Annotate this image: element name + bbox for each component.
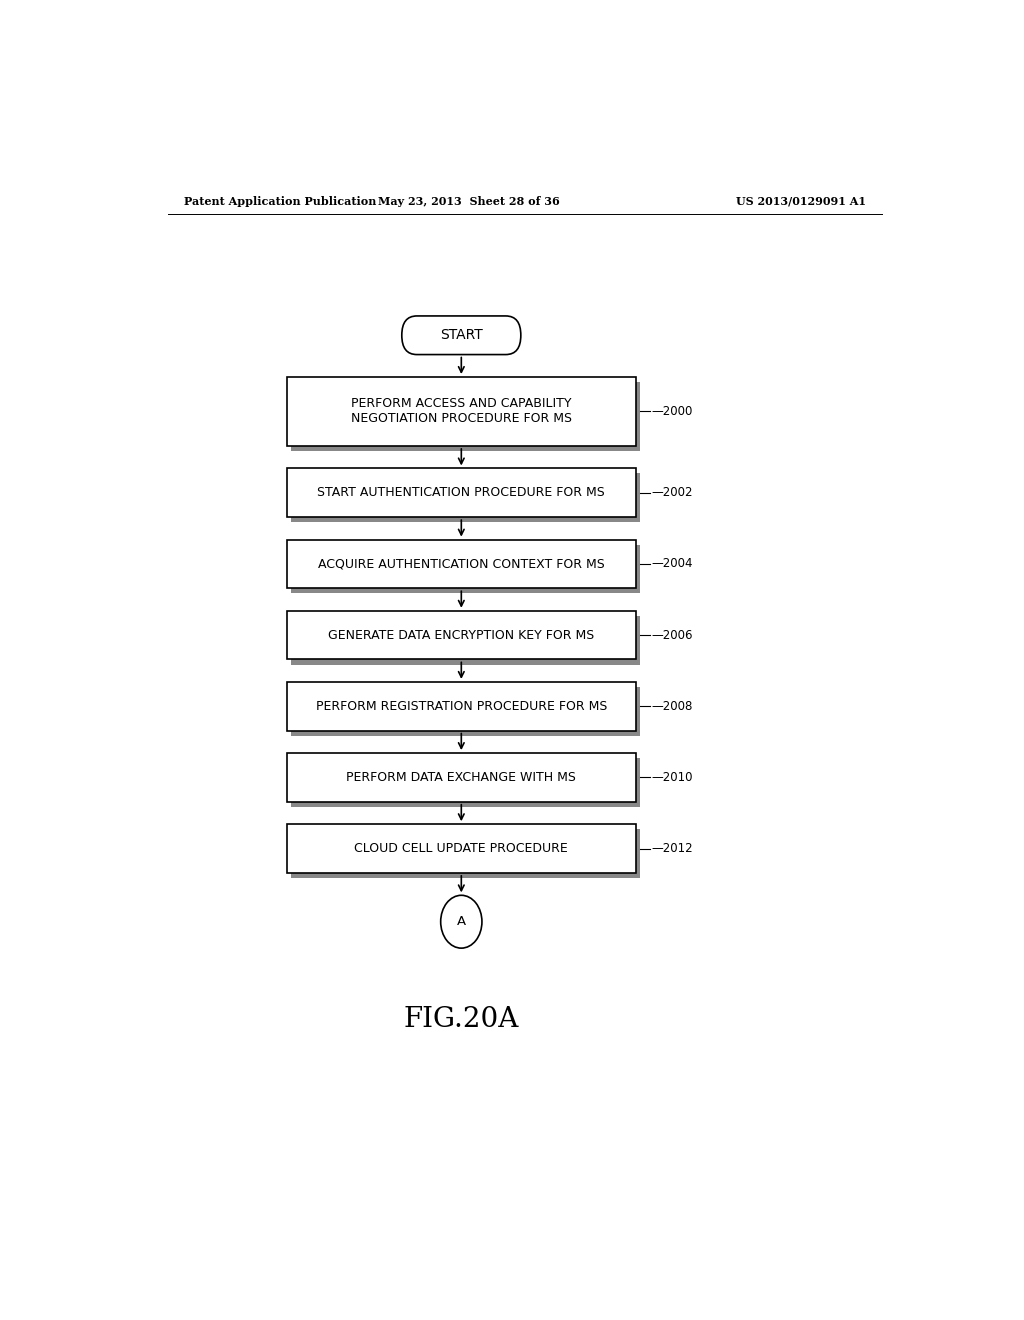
Text: ACQUIRE AUTHENTICATION CONTEXT FOR MS: ACQUIRE AUTHENTICATION CONTEXT FOR MS: [317, 557, 605, 570]
FancyBboxPatch shape: [291, 758, 640, 807]
Text: Patent Application Publication: Patent Application Publication: [183, 195, 376, 207]
Text: GENERATE DATA ENCRYPTION KEY FOR MS: GENERATE DATA ENCRYPTION KEY FOR MS: [328, 628, 595, 642]
Text: START AUTHENTICATION PROCEDURE FOR MS: START AUTHENTICATION PROCEDURE FOR MS: [317, 486, 605, 499]
FancyBboxPatch shape: [401, 315, 521, 355]
Text: US 2013/0129091 A1: US 2013/0129091 A1: [736, 195, 866, 207]
FancyBboxPatch shape: [287, 469, 636, 517]
Text: —2000: —2000: [652, 405, 693, 418]
Text: START: START: [440, 329, 482, 342]
FancyBboxPatch shape: [291, 381, 640, 451]
Text: FIG.20A: FIG.20A: [403, 1006, 519, 1032]
FancyBboxPatch shape: [287, 824, 636, 873]
Text: A: A: [457, 915, 466, 928]
Text: PERFORM REGISTRATION PROCEDURE FOR MS: PERFORM REGISTRATION PROCEDURE FOR MS: [315, 700, 607, 713]
Text: CLOUD CELL UPDATE PROCEDURE: CLOUD CELL UPDATE PROCEDURE: [354, 842, 568, 855]
FancyBboxPatch shape: [287, 611, 636, 660]
FancyBboxPatch shape: [287, 682, 636, 731]
FancyBboxPatch shape: [287, 752, 636, 801]
Text: PERFORM ACCESS AND CAPABILITY
NEGOTIATION PROCEDURE FOR MS: PERFORM ACCESS AND CAPABILITY NEGOTIATIO…: [351, 397, 571, 425]
Text: —2004: —2004: [652, 557, 693, 570]
FancyBboxPatch shape: [291, 686, 640, 735]
FancyBboxPatch shape: [291, 829, 640, 878]
FancyBboxPatch shape: [291, 474, 640, 523]
Text: —2010: —2010: [652, 771, 693, 784]
FancyBboxPatch shape: [287, 540, 636, 589]
FancyBboxPatch shape: [287, 378, 636, 446]
Text: May 23, 2013  Sheet 28 of 36: May 23, 2013 Sheet 28 of 36: [379, 195, 560, 207]
Circle shape: [440, 895, 482, 948]
Text: —2008: —2008: [652, 700, 693, 713]
Text: —2012: —2012: [652, 842, 693, 855]
Text: —2002: —2002: [652, 486, 693, 499]
FancyBboxPatch shape: [291, 545, 640, 594]
Text: —2006: —2006: [652, 628, 693, 642]
Text: PERFORM DATA EXCHANGE WITH MS: PERFORM DATA EXCHANGE WITH MS: [346, 771, 577, 784]
FancyBboxPatch shape: [291, 616, 640, 664]
